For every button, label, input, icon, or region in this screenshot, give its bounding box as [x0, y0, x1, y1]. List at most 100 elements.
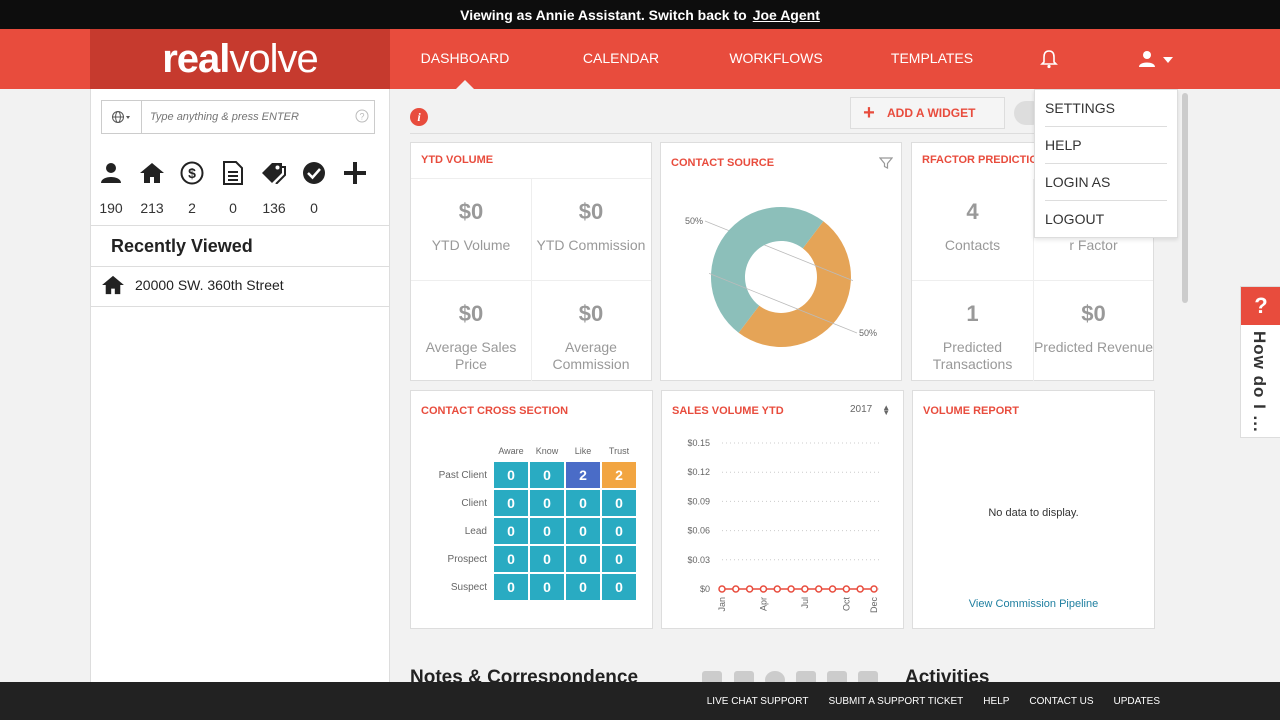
grid-cell[interactable]: 0 — [493, 545, 529, 573]
data-point[interactable] — [842, 585, 851, 593]
widget-title: RFACTOR PREDICTION — [922, 154, 1046, 166]
grid-cell[interactable]: 0 — [493, 461, 529, 489]
view-commission-pipeline-link[interactable]: View Commission Pipeline — [968, 598, 1099, 610]
year-selector[interactable]: 2017 ▲ ▼ — [850, 404, 890, 417]
data-point[interactable] — [856, 585, 864, 593]
pie-slice[interactable] — [738, 221, 851, 347]
svg-text:$: $ — [188, 165, 196, 181]
grid-cell[interactable]: 0 — [529, 545, 565, 573]
footer-help[interactable]: HELP — [983, 695, 1010, 707]
grid-cell[interactable]: 2 — [601, 461, 637, 489]
table-row: Client 0 0 0 0 — [423, 489, 637, 517]
slice-label: 50% — [685, 216, 703, 226]
stat-tags[interactable]: 136 — [254, 159, 294, 216]
stat-tasks[interactable]: 0 — [294, 159, 334, 216]
grid-cell[interactable]: 0 — [565, 517, 601, 545]
impersonation-bar: Viewing as Annie Assistant. Switch back … — [0, 0, 1280, 29]
sales-volume-chart: $0 $0.03 $0.06 $0.09 $0.12 $0.15 Jan Apr Jul Oct D… — [687, 438, 879, 614]
data-point[interactable] — [718, 585, 726, 593]
grid-cell[interactable]: 0 — [529, 461, 565, 489]
data-point[interactable] — [745, 585, 754, 593]
realvolve-logo[interactable]: real volve — [90, 29, 390, 89]
stat-contacts[interactable]: 190 — [91, 159, 131, 216]
row-label: Past Client — [438, 469, 487, 481]
widget-title: YTD VOLUME — [421, 154, 494, 166]
x-tick-label: Oct — [841, 597, 851, 612]
info-icon[interactable]: i — [410, 108, 428, 126]
y-tick-label: $0 — [700, 584, 710, 594]
footer-support-ticket[interactable]: SUBMIT A SUPPORT TICKET — [828, 695, 964, 707]
grid-cell[interactable]: 0 — [565, 573, 601, 601]
add-widget-button[interactable]: + ADD A WIDGET — [850, 97, 1005, 129]
caret-down-icon[interactable] — [1160, 29, 1176, 89]
nav-templates[interactable]: TEMPLATES — [890, 50, 974, 66]
x-tick-label: Apr — [758, 597, 768, 611]
grid-cell[interactable]: 0 — [493, 489, 529, 517]
recent-item[interactable]: 20000 SW. 360th Street — [101, 275, 284, 295]
pie-slice[interactable] — [710, 206, 824, 333]
menu-item-login-as[interactable]: LOGIN AS — [1045, 164, 1167, 201]
footer-live-chat[interactable]: LIVE CHAT SUPPORT — [706, 695, 809, 707]
grid-cell[interactable]: 0 — [601, 573, 637, 601]
data-point[interactable] — [732, 585, 740, 593]
filter-icon[interactable] — [879, 156, 893, 170]
nav-workflows[interactable]: WORKFLOWS — [729, 50, 823, 66]
stat-documents[interactable]: 0 — [213, 159, 253, 216]
menu-item-help[interactable]: HELP — [1045, 127, 1167, 164]
grid-cell[interactable]: 0 — [529, 517, 565, 545]
bell-icon[interactable] — [1036, 29, 1062, 89]
help-circle-icon[interactable]: ? — [350, 109, 374, 126]
house-icon — [132, 159, 172, 187]
switch-back-link[interactable]: Joe Agent — [752, 6, 820, 23]
grid-cell[interactable]: 0 — [493, 573, 529, 601]
search-scope-dropdown[interactable] — [102, 101, 142, 133]
grid-cell[interactable]: 0 — [601, 489, 637, 517]
nav-dashboard[interactable]: DASHBOARD — [420, 50, 510, 66]
stat-count: 0 — [229, 200, 237, 216]
grid-cell[interactable]: 0 — [565, 489, 601, 517]
data-point[interactable] — [828, 585, 837, 593]
footer-contact-us[interactable]: CONTACT US — [1029, 695, 1094, 707]
data-point[interactable] — [773, 585, 782, 593]
grid-cell[interactable]: 2 — [565, 461, 601, 489]
tags-icon — [254, 159, 294, 187]
data-point[interactable] — [787, 585, 795, 593]
menu-item-settings[interactable]: SETTINGS — [1045, 90, 1167, 127]
stat-transactions[interactable]: $ 2 — [172, 159, 212, 216]
footer-updates[interactable]: UPDATES — [1113, 695, 1161, 707]
menu-item-logout[interactable]: LOGOUT — [1045, 211, 1105, 227]
data-point[interactable] — [814, 585, 823, 593]
grid-cell[interactable]: 0 — [601, 545, 637, 573]
widget-volume-report: VOLUME REPORT No data to display. View C… — [912, 390, 1155, 629]
grid-cell[interactable]: 0 — [565, 545, 601, 573]
how-do-i-tab[interactable]: ? How do I ... — [1240, 286, 1280, 438]
search-input[interactable] — [142, 102, 350, 132]
nav-calendar[interactable]: CALENDAR — [582, 50, 660, 66]
page-scrollbar[interactable] — [1180, 89, 1190, 682]
column-header: Know — [535, 446, 559, 456]
column-header: Trust — [608, 446, 630, 456]
data-point[interactable] — [870, 585, 878, 593]
add-new-button[interactable] — [335, 159, 375, 200]
contact-icon — [91, 159, 131, 187]
grid-cell[interactable]: 0 — [529, 573, 565, 601]
widget-title: CONTACT CROSS SECTION — [421, 405, 569, 417]
ytd-volume-cell: $0 YTD Volume — [431, 199, 511, 253]
plus-icon — [335, 159, 375, 187]
data-point[interactable] — [759, 585, 768, 593]
stat-count: 0 — [310, 200, 318, 216]
y-tick-label: $0.15 — [687, 438, 710, 448]
user-icon[interactable] — [1136, 29, 1158, 89]
no-data-text: No data to display. — [988, 507, 1079, 519]
widget-title: VOLUME REPORT — [923, 405, 1019, 417]
stat-properties[interactable]: 213 — [132, 159, 172, 216]
data-point[interactable] — [801, 585, 809, 593]
widget-ytd-volume: YTD VOLUME $0 YTD Volume $0 YTD Commission… — [410, 142, 652, 381]
divider — [410, 133, 1176, 134]
x-tick-label: Dec — [869, 597, 879, 614]
grid-cell[interactable]: 0 — [601, 517, 637, 545]
year-value: 2017 — [850, 404, 873, 415]
grid-cell[interactable]: 0 — [529, 489, 565, 517]
grid-cell[interactable]: 0 — [493, 517, 529, 545]
